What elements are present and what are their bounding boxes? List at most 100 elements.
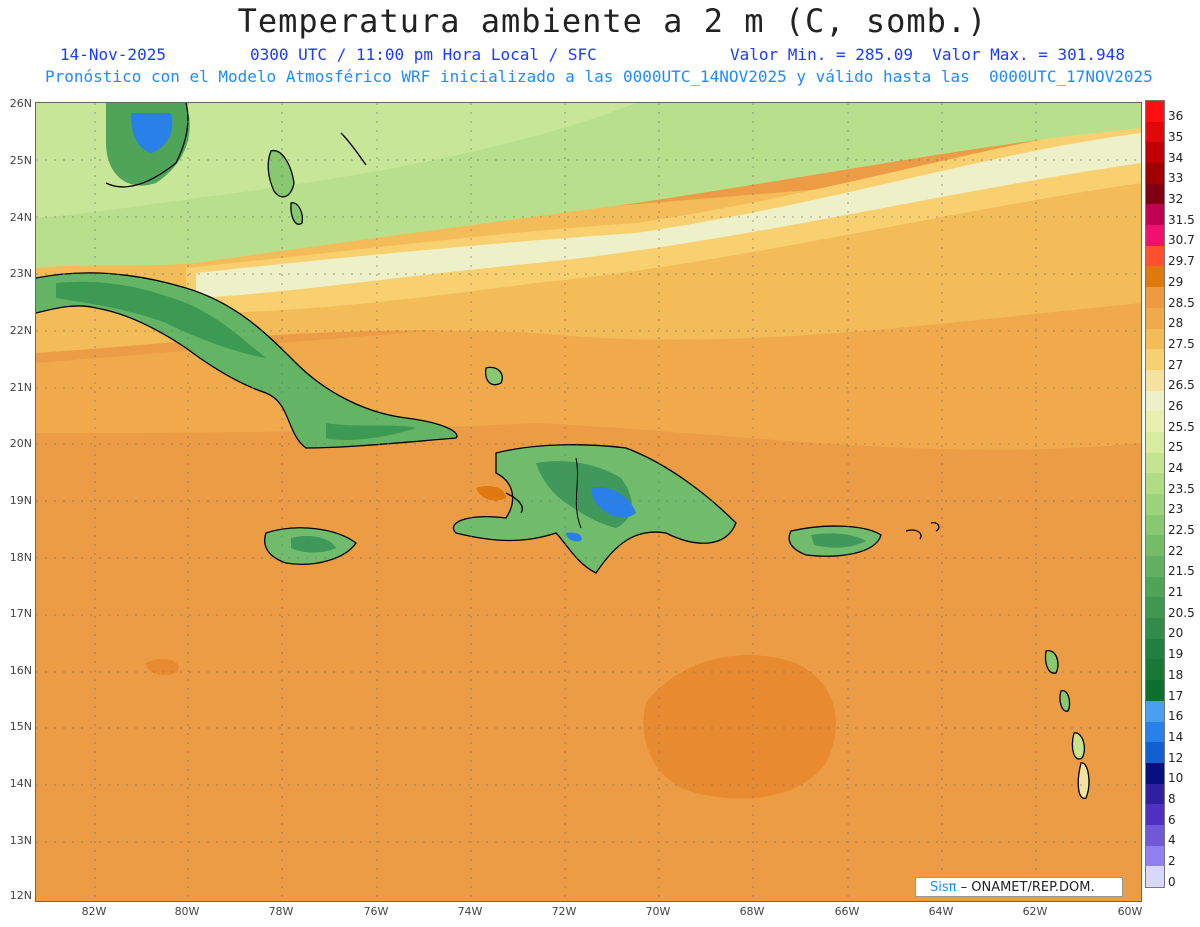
- lon-label: 72W: [551, 905, 577, 918]
- lat-label: 25N: [9, 154, 32, 167]
- colorbar-cell: [1146, 390, 1164, 412]
- colorbar-cell: [1146, 514, 1164, 536]
- lat-label: 15N: [9, 720, 32, 733]
- lat-label: 12N: [9, 889, 32, 902]
- colorbar-label: 31.5: [1168, 212, 1195, 227]
- colorbar-cell: [1146, 638, 1164, 660]
- colorbar-label: 34: [1168, 150, 1184, 165]
- value-min-max: Valor Min. = 285.09 Valor Max. = 301.948: [730, 45, 1125, 64]
- colorbar-cell: [1146, 183, 1164, 205]
- colorbar-cell: [1146, 783, 1164, 805]
- credit-box: Sisπ – ONAMET/REP.DOM.: [915, 877, 1123, 897]
- colorbar-label: 17: [1168, 688, 1184, 703]
- lat-label: 22N: [9, 324, 32, 337]
- colorbar-label: 21.5: [1168, 564, 1195, 579]
- temperature-map: [35, 102, 1142, 902]
- colorbar-cell: [1146, 411, 1164, 433]
- lon-label: 82W: [81, 905, 107, 918]
- colorbar-cell: [1146, 762, 1164, 785]
- lon-label: 64W: [928, 905, 954, 918]
- colorbar-label: 0: [1168, 874, 1176, 889]
- forecast-time: 0300 UTC / 11:00 pm Hora Local / SFC: [250, 45, 597, 64]
- forecast-date: 14-Nov-2025: [60, 45, 166, 64]
- colorbar-cell: [1146, 804, 1164, 826]
- colorbar-cell: [1146, 535, 1164, 557]
- colorbar-cell: [1146, 307, 1164, 329]
- colorbar-label: 27.5: [1168, 336, 1195, 351]
- colorbar-label: 26.5: [1168, 378, 1195, 393]
- lat-label: 17N: [9, 607, 32, 620]
- colorbar: [1145, 100, 1165, 888]
- colorbar-label: 21: [1168, 585, 1184, 600]
- colorbar-label: 20.5: [1168, 605, 1195, 620]
- lon-label: 74W: [457, 905, 483, 918]
- map-title: Temperatura ambiente a 2 m (C, somb.): [237, 2, 988, 40]
- lon-label: 68W: [739, 905, 765, 918]
- colorbar-cell: [1146, 349, 1164, 371]
- colorbar-label: 30.7: [1168, 233, 1195, 248]
- lon-label: 70W: [645, 905, 671, 918]
- colorbar-cell: [1146, 845, 1164, 867]
- lat-label: 23N: [9, 267, 32, 280]
- colorbar-label: 20: [1168, 626, 1184, 641]
- colorbar-label: 29: [1168, 274, 1184, 289]
- colorbar-label: 25: [1168, 440, 1184, 455]
- lat-label: 18N: [9, 551, 32, 564]
- colorbar-label: 10: [1168, 771, 1184, 786]
- colorbar-label: 32: [1168, 192, 1184, 207]
- model-info: Pronóstico con el Modelo Atmosférico WRF…: [45, 67, 1153, 86]
- lon-label: 78W: [268, 905, 294, 918]
- colorbar-label: 4: [1168, 833, 1176, 848]
- colorbar-cell: [1146, 473, 1164, 495]
- colorbar-label: 24: [1168, 460, 1184, 475]
- lat-label: 19N: [9, 494, 32, 507]
- colorbar-cell: [1146, 369, 1164, 392]
- colorbar-label: 16: [1168, 709, 1184, 724]
- colorbar-label: 29.7: [1168, 254, 1195, 269]
- colorbar-cell: [1146, 121, 1164, 143]
- lat-label: 13N: [9, 834, 32, 847]
- colorbar-cell: [1146, 494, 1164, 516]
- lat-label: 14N: [9, 777, 32, 790]
- colorbar-cell: [1146, 142, 1164, 164]
- colorbar-cell: [1146, 556, 1164, 578]
- colorbar-cell: [1146, 824, 1164, 847]
- colorbar-label: 19: [1168, 647, 1184, 662]
- colorbar-label: 22: [1168, 543, 1184, 558]
- colorbar-cell: [1146, 101, 1164, 123]
- lon-label: 76W: [363, 905, 389, 918]
- colorbar-label: 2: [1168, 853, 1176, 868]
- lon-label: 60W: [1117, 905, 1143, 918]
- colorbar-cell: [1146, 328, 1164, 350]
- colorbar-cell: [1146, 680, 1164, 702]
- sispi-logo: Sisπ: [930, 880, 957, 895]
- colorbar-label: 23: [1168, 502, 1184, 517]
- colorbar-cell: [1146, 266, 1164, 288]
- colorbar-cell: [1146, 597, 1164, 619]
- colorbar-cell: [1146, 204, 1164, 226]
- colorbar-cell: [1146, 287, 1164, 309]
- colorbar-cell: [1146, 742, 1164, 764]
- colorbar-cell: [1146, 721, 1164, 743]
- colorbar-cell: [1146, 163, 1164, 185]
- colorbar-label: 28: [1168, 316, 1184, 331]
- colorbar-cell: [1146, 618, 1164, 640]
- credit-text: – ONAMET/REP.DOM.: [956, 880, 1095, 895]
- colorbar-label: 35: [1168, 130, 1184, 145]
- colorbar-label: 6: [1168, 812, 1176, 827]
- lat-label: 20N: [9, 437, 32, 450]
- colorbar-label: 23.5: [1168, 481, 1195, 496]
- temperature-field: [36, 103, 1141, 901]
- lon-label: 80W: [174, 905, 200, 918]
- lat-label: 16N: [9, 664, 32, 677]
- lon-label: 66W: [834, 905, 860, 918]
- lat-label: 26N: [9, 97, 32, 110]
- colorbar-label: 18: [1168, 667, 1184, 682]
- colorbar-cell: [1146, 245, 1164, 267]
- colorbar-label: 33: [1168, 171, 1184, 186]
- colorbar-cell: [1146, 431, 1164, 454]
- lat-label: 21N: [9, 381, 32, 394]
- colorbar-cell: [1146, 866, 1164, 888]
- colorbar-label: 28.5: [1168, 295, 1195, 310]
- colorbar-label: 36: [1168, 109, 1184, 124]
